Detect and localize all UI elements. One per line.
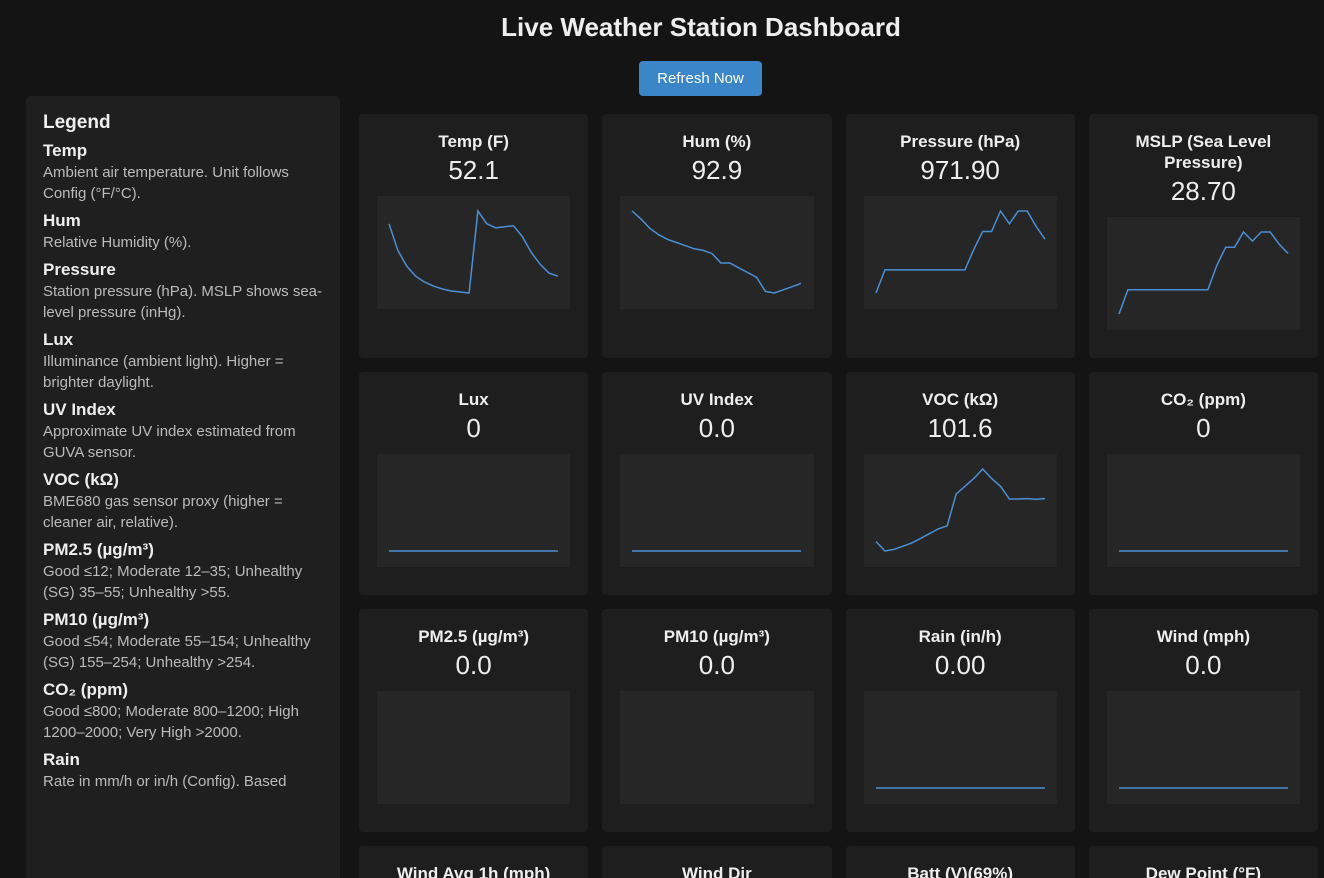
legend-term: UV Index xyxy=(43,400,116,419)
metric-card: Rain (in/h) 0.00 xyxy=(845,609,1075,832)
sparkline xyxy=(874,467,1045,552)
card-title: Wind Dir xyxy=(682,864,752,878)
sparkline-area xyxy=(620,691,814,804)
sparkline-line xyxy=(1118,230,1289,315)
sparkline-area xyxy=(863,196,1057,309)
metric-card: PM10 (µg/m³) 0.0 xyxy=(602,609,832,832)
legend-desc: Relative Humidity (%). xyxy=(43,234,192,251)
sparkline-line xyxy=(388,208,559,294)
sparkline-area xyxy=(1106,454,1300,567)
legend-desc: Good ≤54; Moderate 55–154; Unhealthy (SG… xyxy=(43,633,311,671)
sparkline xyxy=(631,210,802,294)
card-title: MSLP (Sea Level Pressure) xyxy=(1135,132,1272,172)
legend-desc: Station pressure (hPa). MSLP shows sea-l… xyxy=(43,283,323,321)
sparkline-area xyxy=(863,454,1057,567)
card-value: 0.00 xyxy=(934,650,986,680)
sparkline xyxy=(1118,230,1289,315)
refresh-button[interactable]: Refresh Now xyxy=(639,61,762,96)
card-title: Temp (F) xyxy=(438,132,509,151)
legend-desc: Illuminance (ambient light). Higher = br… xyxy=(43,353,284,391)
sparkline xyxy=(389,550,558,552)
card-title: Lux xyxy=(458,390,489,409)
card-title: Hum (%) xyxy=(682,132,752,151)
legend-desc: BME680 gas sensor proxy (higher = cleane… xyxy=(43,493,283,531)
sparkline-area xyxy=(377,196,571,309)
sparkline xyxy=(875,787,1045,789)
card-value: 0.0 xyxy=(698,413,735,443)
card-value: 0.0 xyxy=(1185,650,1222,680)
sparkline xyxy=(1118,787,1288,789)
card-title: VOC (kΩ) xyxy=(922,390,999,409)
legend-term: CO₂ (ppm) xyxy=(43,680,128,699)
page-title: Live Weather Station Dashboard xyxy=(501,12,901,42)
card-title: CO₂ (ppm) xyxy=(1160,390,1246,409)
sparkline-area xyxy=(377,691,571,804)
card-title: PM10 (µg/m³) xyxy=(663,627,770,646)
sparkline-area xyxy=(620,454,814,567)
metric-card: Dew Point (°F) xyxy=(1088,846,1318,878)
sparkline-area xyxy=(1106,691,1300,804)
metric-card: Temp (F) 52.1 xyxy=(359,114,589,358)
card-value: 0.0 xyxy=(698,650,735,680)
card-title: Dew Point (°F) xyxy=(1145,864,1262,878)
metric-card: UV Index 0.0 xyxy=(602,372,832,595)
card-grid: Temp (F) 52.1 Hum (%) 92.9 Pressure (hPa) 971… xyxy=(359,114,1318,878)
legend-title: Legend xyxy=(43,112,111,133)
card-title: Rain (in/h) xyxy=(918,627,1002,646)
legend-term: Rain xyxy=(43,750,80,769)
sparkline-area xyxy=(1106,217,1300,330)
metric-card: Wind Avg 1h (mph) xyxy=(359,846,589,878)
card-value: 0.0 xyxy=(455,650,492,680)
card-value: 28.70 xyxy=(1170,176,1236,206)
card-value: 101.6 xyxy=(927,413,993,443)
metric-card: Wind (mph) 0.0 xyxy=(1088,609,1318,832)
metric-card: Wind Dir xyxy=(602,846,832,878)
card-value: 92.9 xyxy=(691,155,743,185)
sparkline-line xyxy=(874,467,1045,552)
legend-term: Hum xyxy=(43,211,81,230)
sparkline-area xyxy=(620,196,814,309)
metric-card: Hum (%) 92.9 xyxy=(602,114,832,358)
legend-desc: Good ≤800; Moderate 800–1200; High 1200–… xyxy=(43,703,299,741)
card-title: Wind (mph) xyxy=(1156,627,1251,646)
legend-desc: Ambient air temperature. Unit follows Co… xyxy=(43,164,289,202)
legend-panel: Legend Temp Ambient air temperature. Unit… xyxy=(26,96,340,878)
card-value: 52.1 xyxy=(448,155,499,185)
sparkline xyxy=(874,209,1046,294)
card-value: 971.90 xyxy=(920,155,1000,185)
metric-card: MSLP (Sea Level Pressure) 28.70 xyxy=(1088,114,1318,358)
card-title: PM2.5 (µg/m³) xyxy=(418,627,530,646)
legend-desc: Good ≤12; Moderate 12–35; Unhealthy (SG)… xyxy=(43,563,303,601)
legend-term: PM10 (µg/m³) xyxy=(43,610,150,629)
card-value: 0 xyxy=(466,413,481,443)
legend-term: Lux xyxy=(43,330,74,349)
card-title: Wind Avg 1h (mph) xyxy=(396,864,551,878)
metric-card: Pressure (hPa) 971.90 xyxy=(845,114,1075,358)
metric-card: PM2.5 (µg/m³) 0.0 xyxy=(359,609,589,832)
card-title: Batt (V)(69%) xyxy=(907,864,1014,878)
legend-desc: Approximate UV index estimated from GUVA… xyxy=(43,423,296,461)
legend-term: Temp xyxy=(43,141,88,160)
legend-desc: Rate in mm/h or in/h (Config). Based xyxy=(43,773,287,790)
legend-term: PM2.5 (µg/m³) xyxy=(43,540,154,559)
metric-card: Lux 0 xyxy=(359,372,589,595)
card-title: Pressure (hPa) xyxy=(900,132,1021,151)
legend-term: VOC (kΩ) xyxy=(43,470,119,489)
sparkline-line xyxy=(631,210,802,294)
metric-card: Batt (V)(69%) xyxy=(845,846,1075,878)
card-value: 0 xyxy=(1196,413,1211,443)
sparkline xyxy=(632,550,802,552)
sparkline-area xyxy=(863,691,1057,804)
sparkline xyxy=(1118,550,1288,552)
legend-term: Pressure xyxy=(43,260,116,279)
metric-card: CO₂ (ppm) 0 xyxy=(1088,372,1318,595)
sparkline-area xyxy=(377,454,571,567)
sparkline-line xyxy=(874,209,1046,294)
metric-card: VOC (kΩ) 101.6 xyxy=(845,372,1075,595)
card-title: UV Index xyxy=(680,390,754,409)
sparkline xyxy=(388,208,559,294)
